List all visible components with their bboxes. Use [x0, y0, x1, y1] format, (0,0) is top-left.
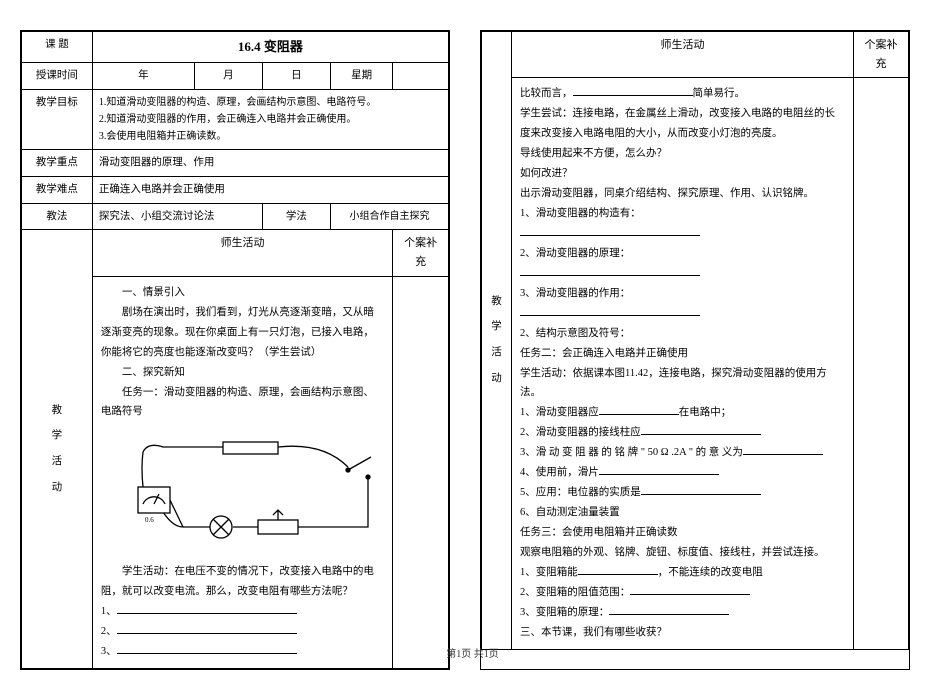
teach-method-text: 探究法、小组交流讨论法 — [92, 203, 262, 230]
right-content: 比较而言，简单易行。 学生尝试：连接电路，在金属丝上滑动，改变接入电路的电阻丝的… — [512, 78, 854, 649]
label-teach-time: 授课时间 — [22, 63, 93, 90]
cell-weekday-val — [393, 63, 449, 90]
rp1: 学生尝试：连接电路，在金属丝上滑动，改变接入电路的电阻丝的长度来改变接入电路电阻… — [520, 104, 845, 144]
label-difficulty: 教学难点 — [22, 176, 93, 203]
goal-3: 3.会使用电阻箱并正确读数。 — [99, 128, 442, 145]
rtask2: 任务二：会正确连入电路并正确使用 — [520, 344, 845, 364]
activity-header-left: 师生活动 — [92, 230, 392, 276]
cell-day: 日 — [262, 63, 330, 90]
rr2: 2、变阻箱的阻值范围： — [520, 583, 845, 603]
rp6: 观察电阻箱的外观、铭牌、旋钮、标度值、接线柱，并尝试连接。 — [520, 543, 845, 563]
supplement-header-left: 个案补充 — [393, 230, 449, 276]
goal-2: 2.知道滑动变阻器的作用，会正确连入电路并会正确使用。 — [99, 111, 442, 128]
label-teach-method: 教法 — [22, 203, 93, 230]
activity-header-right: 师生活动 — [512, 32, 854, 78]
rq3: 3、滑动变阻器的作用： — [520, 284, 845, 304]
page-footer: 第1页 共1页 — [0, 645, 945, 660]
rq1: 1、滑动变阻器的构造有： — [520, 204, 845, 224]
vr2: 学 — [488, 318, 505, 336]
vertical-label-left: 教 学 活 动 — [22, 230, 93, 669]
rp5: 学生活动：依据课本图11.42，连接电路，探究滑动变阻器的使用方法。 — [520, 364, 845, 404]
p2: 任务一：滑动变阻器的构造、原理，会画结构示意图、电路符号 — [101, 383, 384, 423]
p3: 学生活动：在电压不变的情况下，改变接入电路中的电阻，就可以改变电流。那么，改变电… — [101, 562, 384, 602]
label-keypoint: 教学重点 — [22, 149, 93, 176]
rp0: 比较而言，简单易行。 — [520, 84, 845, 104]
goal-1: 1.知道滑动变阻器的构造、原理，会画结构示意图、电路符号。 — [99, 94, 442, 111]
rs1: 1、滑动变阻器应在电路中； — [520, 403, 845, 423]
circuit-v-label: 0.6 — [145, 516, 154, 524]
h2: 二、探究新知 — [101, 363, 384, 383]
difficulty-text: 正确连入电路并会正确使用 — [92, 176, 448, 203]
rq2: 2、滑动变阻器的原理： — [520, 244, 845, 264]
vr1: 教 — [488, 293, 505, 311]
rs6: 6、自动测定油量装置 — [520, 503, 845, 523]
cell-year: 年 — [92, 63, 194, 90]
rtask3: 任务三：会使用电阻箱并正确读数 — [520, 523, 845, 543]
cell-month: 月 — [194, 63, 262, 90]
vl4: 动 — [28, 479, 86, 497]
left-sheet: 课 题 16.4 变阻器 授课时间 年 月 日 星期 教学目标 1.知道滑动变阻… — [20, 30, 450, 670]
vr3: 活 — [488, 344, 505, 362]
supplement-cell-right — [854, 78, 909, 649]
rs2: 2、滑动变阻器的接线柱应 — [520, 423, 845, 443]
cell-weekday: 星期 — [330, 63, 392, 90]
l2: 2、 — [101, 622, 384, 642]
circuit-diagram: 0.6 — [101, 422, 384, 562]
rh3: 三、本节课，我们有哪些收获？ — [520, 623, 845, 643]
vertical-label-right: 教 学 活 动 — [482, 32, 512, 650]
study-method-text: 小组合作自主探究 — [330, 203, 448, 230]
rs3: 3、滑 动 变 阻 器 的 铭 牌 " 50 Ω .2A " 的 意 义为 — [520, 443, 845, 463]
rp3: 如何改进？ — [520, 164, 845, 184]
h1: 一、情景引入 — [101, 283, 384, 303]
right-table: 教 学 活 动 师生活动 个案补充 比较而言，简单易行。 学生尝试：连接电路，在… — [481, 31, 909, 650]
supplement-cell-left — [393, 276, 449, 668]
p1: 剧场在演出时，我们看到，灯光从亮逐渐变暗，又从暗逐渐变亮的现象。现在你桌面上有一… — [101, 303, 384, 363]
left-content: 一、情景引入 剧场在演出时，我们看到，灯光从亮逐渐变暗，又从暗逐渐变亮的现象。现… — [92, 276, 392, 668]
right-sheet: 教 学 活 动 师生活动 个案补充 比较而言，简单易行。 学生尝试：连接电路，在… — [480, 30, 910, 670]
page-container: 课 题 16.4 变阻器 授课时间 年 月 日 星期 教学目标 1.知道滑动变阻… — [0, 0, 945, 690]
label-topic: 课 题 — [22, 32, 93, 63]
keypoint-text: 滑动变阻器的原理、作用 — [92, 149, 448, 176]
rq4: 2、结构示意图及符号： — [520, 324, 845, 344]
vl3: 活 — [28, 453, 86, 471]
rs5: 5、应用：电位器的实质是 — [520, 483, 845, 503]
rp4: 出示滑动变阻器，同桌介绍结构、探究原理、作用、认识铭牌。 — [520, 184, 845, 204]
label-study-method: 学法 — [262, 203, 330, 230]
left-table: 课 题 16.4 变阻器 授课时间 年 月 日 星期 教学目标 1.知道滑动变阻… — [21, 31, 449, 669]
label-goals: 教学目标 — [22, 89, 93, 149]
vl2: 学 — [28, 427, 86, 445]
vl1: 教 — [28, 402, 86, 420]
title: 16.4 变阻器 — [92, 32, 448, 63]
rp2: 导线使用起来不方便，怎么办？ — [520, 144, 845, 164]
rs4: 4、使用前，滑片 — [520, 463, 845, 483]
rr3: 3、变阻箱的原理： — [520, 603, 845, 623]
goals-cell: 1.知道滑动变阻器的构造、原理，会画结构示意图、电路符号。 2.知道滑动变阻器的… — [92, 89, 448, 149]
l1: 1、 — [101, 602, 384, 622]
vr4: 动 — [488, 370, 505, 388]
supplement-header-right: 个案补充 — [854, 32, 909, 78]
rr1: 1、变阻箱能，不能连续的改变电阻 — [520, 563, 845, 583]
